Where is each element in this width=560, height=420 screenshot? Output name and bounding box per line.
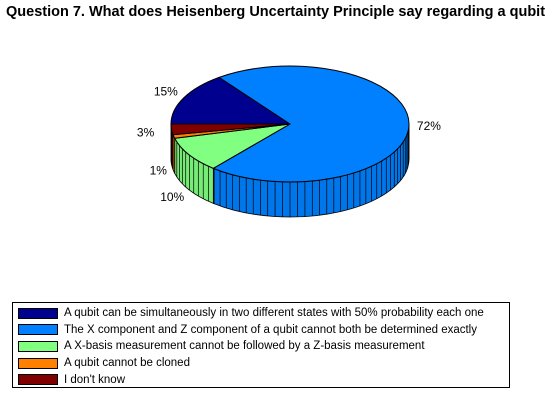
legend-item: The X component and Z component of a qub… [18,322,509,339]
pie-sides [170,123,410,218]
legend-label: A X-basis measurement cannot be followed… [64,340,425,353]
legend-label: A qubit cannot be cloned [64,357,190,370]
legend: A qubit can be simultaneously in two dif… [12,302,510,388]
legend-swatch [18,374,58,386]
slice-label-4: 3% [137,126,155,140]
legend-swatch [18,357,58,369]
legend-label: I don't know [64,373,126,386]
legend-swatch [18,340,58,352]
legend-label: The X component and Z component of a qub… [64,323,477,336]
slice-label-1: 72% [417,119,441,133]
legend-label: A qubit can be simultaneously in two dif… [64,307,484,320]
legend-item: A X-basis measurement cannot be followed… [18,338,509,355]
pie-slice-0 [170,76,292,125]
slice-label-3: 1% [150,164,168,178]
pie-slice-4 [170,123,291,136]
legend-swatch [18,324,58,336]
legend-item: A qubit cannot be cloned [18,355,509,372]
chart-title: Question 7. What does Heisenberg Uncerta… [6,4,546,20]
legend-swatch [18,307,58,319]
slice-label-0: 15% [154,85,178,99]
legend-item: I don't know [18,371,509,388]
slice-label-2: 10% [160,190,184,204]
legend-item: A qubit can be simultaneously in two dif… [18,305,509,322]
pie-slice-1 [212,65,410,183]
